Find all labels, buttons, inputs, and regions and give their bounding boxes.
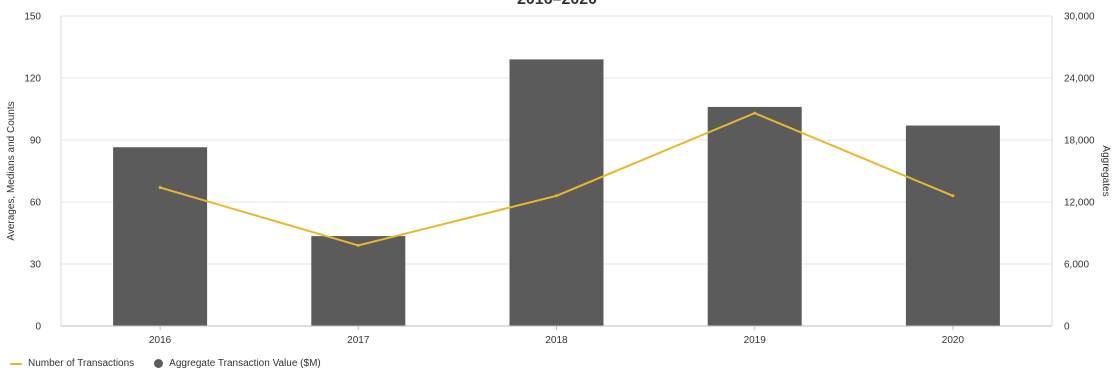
bars-group xyxy=(113,59,1000,327)
legend-item-line: Number of Transactions xyxy=(10,358,134,369)
line-point-2019 xyxy=(753,111,757,115)
legend: Number of Transactions Aggregate Transac… xyxy=(10,358,341,369)
y-right-tick-label: 12,000 xyxy=(1064,198,1095,209)
x-tick-label: 2017 xyxy=(347,335,370,346)
legend-item-bar: Aggregate Transaction Value ($M) xyxy=(154,358,321,369)
y-right-tick-label: 30,000 xyxy=(1064,12,1095,23)
axes-group: 0 0 30 6,000 60 12,000 90 18,000 120 24,000 150 30,… xyxy=(24,12,1095,347)
bar-2018 xyxy=(509,59,604,327)
y-right-tick-label: 6,000 xyxy=(1064,260,1089,271)
y-left-tick-label: 60 xyxy=(30,198,42,209)
y-left-tick-label: 0 xyxy=(35,322,41,333)
line-point-2017 xyxy=(356,243,360,247)
y-right-tick-label: 18,000 xyxy=(1064,136,1095,147)
legend-dot-swatch xyxy=(154,359,164,368)
line-point-2016 xyxy=(158,186,162,190)
y-axis-left-title: Averages, Medians and Counts xyxy=(6,101,17,240)
y-right-tick-label: 0 xyxy=(1064,322,1070,333)
chart-title: 2016–2020 xyxy=(517,0,597,8)
line-series-group xyxy=(158,111,955,247)
y-left-tick-label: 150 xyxy=(24,12,41,23)
y-left-tick-label: 120 xyxy=(24,74,41,85)
y-right-tick-label: 24,000 xyxy=(1064,74,1095,85)
legend-line-swatch xyxy=(10,362,22,365)
line-point-2020 xyxy=(951,194,955,198)
bar-2016 xyxy=(113,147,208,326)
x-tick-label: 2019 xyxy=(744,335,767,346)
legend-label-bar: Aggregate Transaction Value ($M) xyxy=(169,358,321,369)
x-tick-label: 2018 xyxy=(545,335,568,346)
bar-2019 xyxy=(707,106,802,326)
legend-label-line: Number of Transactions xyxy=(28,358,135,369)
x-tick-label: 2020 xyxy=(942,335,965,346)
y-left-tick-label: 30 xyxy=(30,260,42,271)
x-tick-label: 2016 xyxy=(149,335,172,346)
y-axis-right-title: Aggregates xyxy=(1100,145,1111,196)
bar-2020 xyxy=(905,125,1000,327)
y-left-tick-label: 90 xyxy=(30,136,42,147)
line-point-2018 xyxy=(555,194,558,198)
bar-2017 xyxy=(311,236,406,326)
